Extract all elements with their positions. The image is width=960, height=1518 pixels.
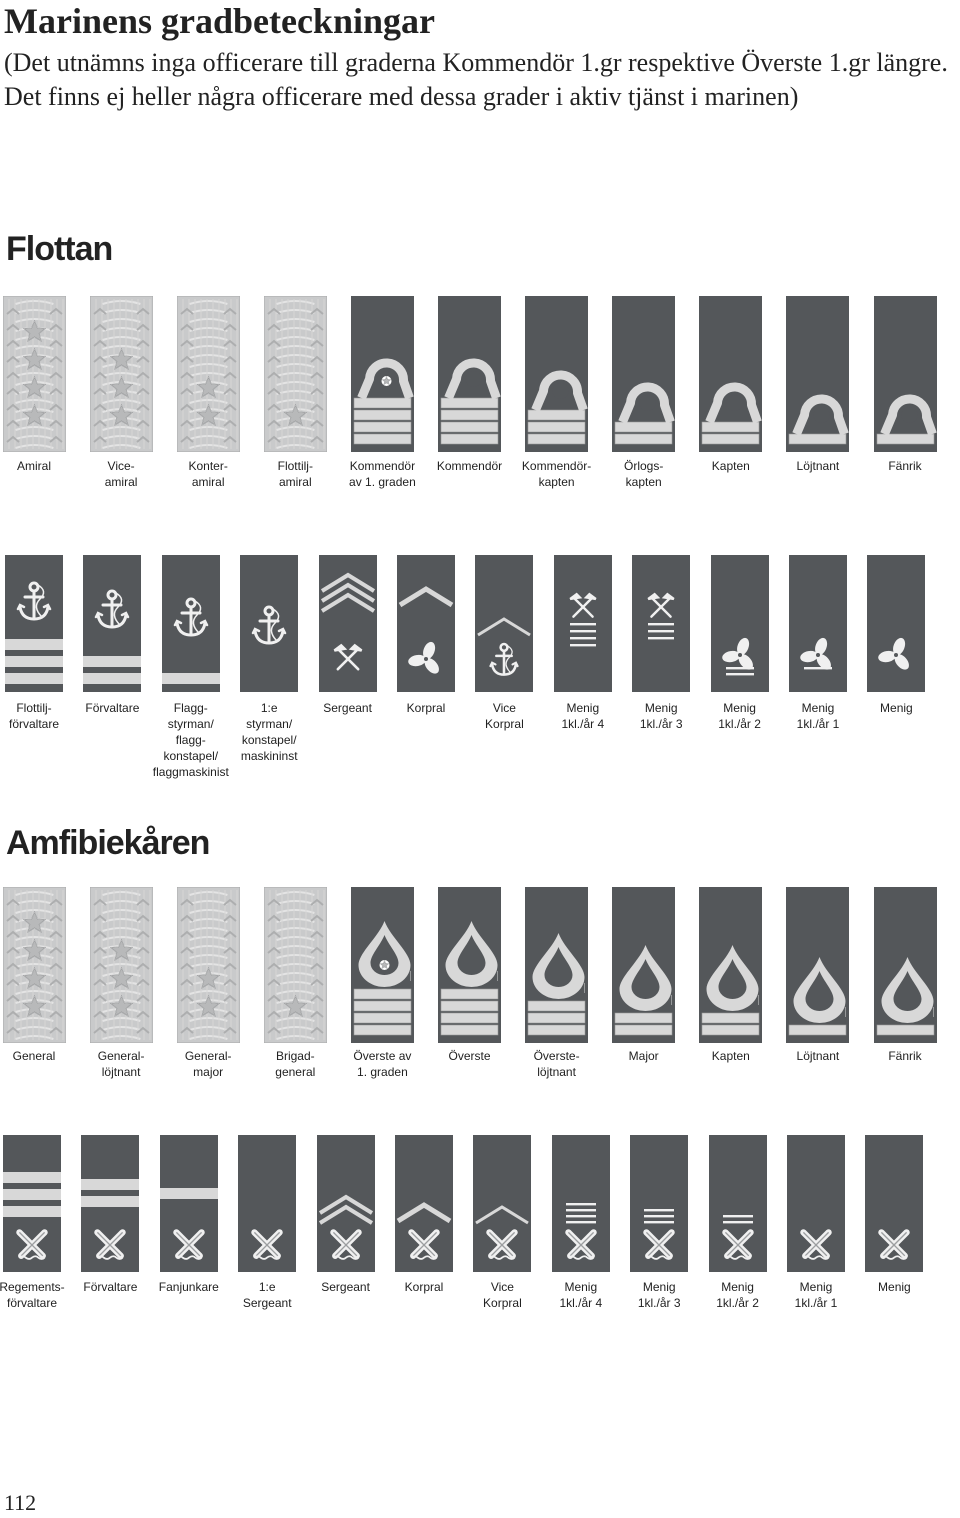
rank-label: Löjtnant: [796, 1049, 840, 1063]
insignia-menig: [865, 1135, 924, 1272]
insignia-menig: [867, 555, 926, 692]
insignia-general: [2, 887, 66, 1043]
rank-label: Vice Korpral: [485, 701, 524, 731]
rank-label: Brigad- general: [275, 1049, 316, 1079]
rank-label: Överste av 1. graden: [353, 1049, 412, 1079]
insignia-menig-1kl-ar-3: [630, 1135, 689, 1272]
insignia-1-e-sergeant: [238, 1135, 297, 1272]
rank-label: General- löjtnant: [97, 1049, 145, 1079]
rank-label: Menig: [878, 1280, 911, 1294]
rank-label: Förvaltare: [85, 701, 140, 715]
rank-label: General- major: [184, 1049, 232, 1079]
rank-label: Fänrik: [888, 459, 922, 473]
page-number: 112: [4, 1490, 37, 1515]
rank-label: 1:e Sergeant: [242, 1280, 292, 1310]
rank-label: Vice Korpral: [483, 1280, 522, 1310]
insignia-kommendor: [438, 296, 501, 452]
insignia-kommendor-kapten: [525, 296, 589, 452]
page-subtitle: (Det utnämns inga officerare till grader…: [4, 48, 948, 111]
page-title: Marinens gradbeteckningar: [4, 1, 435, 41]
insignia-amiral: [2, 296, 66, 452]
rank-label: Menig 1kl./år 3: [637, 1280, 681, 1310]
insignia-overste: [438, 887, 501, 1043]
rank-label: Flagg- styrman/ flagg- konstapel/ flaggm…: [152, 701, 229, 779]
rank-label: Fanjunkare: [158, 1280, 219, 1294]
insignia-menig-1kl-ar-4: [553, 555, 612, 692]
rank-label: Kommendör: [436, 459, 503, 473]
insignia-general-lojtnant: [89, 887, 153, 1043]
insignia-vice-amiral: [89, 296, 153, 452]
insignia-forvaltare: [81, 1135, 140, 1272]
rank-label: Menig 1kl./år 1: [796, 701, 840, 731]
insignia-sergeant: [318, 555, 377, 692]
insignia-fanjunkare: [159, 1135, 218, 1272]
rank-label: Major: [628, 1049, 659, 1063]
insignia-lojtnant: [786, 887, 850, 1043]
rank-label: Överste: [448, 1049, 491, 1063]
rank-label: Vice- amiral: [104, 459, 138, 489]
insignia-sergeant: [316, 1135, 375, 1272]
insignia-konter-amiral: [176, 296, 240, 452]
insignia-menig-1kl-ar-4: [551, 1135, 610, 1272]
insignia-overste-lojtnant: [525, 887, 589, 1043]
rank-label: Amiral: [16, 459, 51, 473]
insignia-1-e-styrman-konstapel-maskininst: [240, 555, 299, 692]
rank-label: Sergeant: [323, 701, 372, 715]
insignia-korpral: [397, 555, 455, 692]
rank-label: Menig 1kl./år 2: [716, 1280, 759, 1310]
insignia-flottilj-amiral: [263, 296, 327, 452]
insignia-vice-korpral: [475, 555, 534, 692]
insignia-general-major: [176, 887, 240, 1043]
rank-label: Kapten: [711, 1049, 750, 1063]
insignia-brigad-general: [263, 887, 327, 1043]
rank-label: Flottilj- amiral: [277, 459, 313, 489]
rank-label: Menig 1kl./år 4: [561, 701, 605, 731]
insignia-kommendor-av-1-graden: [350, 296, 414, 452]
insignia-orlogs-kapten: [612, 296, 676, 452]
rank-label: Kommendör- kapten: [521, 459, 592, 489]
rank-label: Korpral: [404, 1280, 444, 1294]
insignia-fanrik: [873, 296, 937, 452]
rank-label: Menig 1kl./år 4: [559, 1280, 603, 1310]
insignia-menig-1kl-ar-1: [787, 1135, 845, 1272]
insignia-overste-av-1-graden: [350, 887, 414, 1043]
section-title-amfibiekaren: Amfibiekåren: [6, 824, 210, 862]
rank-label: Menig 1kl./år 3: [639, 701, 683, 731]
insignia-vice-korpral: [473, 1135, 532, 1272]
rank-label: Menig 1kl./år 2: [718, 701, 761, 731]
rank-label: Flottilj- förvaltare: [8, 701, 60, 731]
rank-label: Sergeant: [321, 1280, 370, 1294]
rank-label: Överste- löjtnant: [533, 1049, 580, 1079]
insignia-regements-forvaltare: [3, 1135, 61, 1272]
insignia-kapten: [699, 296, 763, 452]
rank-label: Kapten: [711, 459, 750, 473]
rank-label: General: [12, 1049, 56, 1063]
insignia-menig-1kl-ar-2: [710, 555, 769, 692]
insignia-kapten: [699, 887, 763, 1043]
insignia-forvaltare: [83, 555, 142, 692]
rank-label: Kommendör av 1. graden: [349, 459, 416, 489]
insignia-menig-1kl-ar-1: [789, 555, 847, 692]
insignia-lojtnant: [786, 296, 850, 452]
rank-label: Regements- förvaltare: [0, 1280, 65, 1310]
rank-label: Konter- amiral: [188, 459, 228, 489]
insignia-flottilj-forvaltare: [5, 555, 63, 692]
rank-label: 1:e styrman/ konstapel/ maskininst: [240, 701, 298, 763]
rank-label: Fänrik: [888, 1049, 922, 1063]
insignia-major: [612, 887, 676, 1043]
insignia-fanrik: [873, 887, 937, 1043]
rank-label: Löjtnant: [796, 459, 840, 473]
insignia-flagg-styrman-flagg-konstapel-flaggmaskinist: [161, 555, 220, 692]
rank-label: Förvaltare: [83, 1280, 138, 1294]
insignia-menig-1kl-ar-2: [708, 1135, 767, 1272]
insignia-menig-1kl-ar-3: [632, 555, 691, 692]
insignia-korpral: [395, 1135, 453, 1272]
rank-label: Menig 1kl./år 1: [794, 1280, 838, 1310]
section-title-flottan: Flottan: [6, 230, 113, 268]
rank-label: Menig: [880, 701, 913, 715]
rank-label: Örlogs- kapten: [624, 459, 664, 489]
rank-label: Korpral: [406, 701, 446, 715]
amfibie-enlisted-row: [0, 0, 960, 1]
